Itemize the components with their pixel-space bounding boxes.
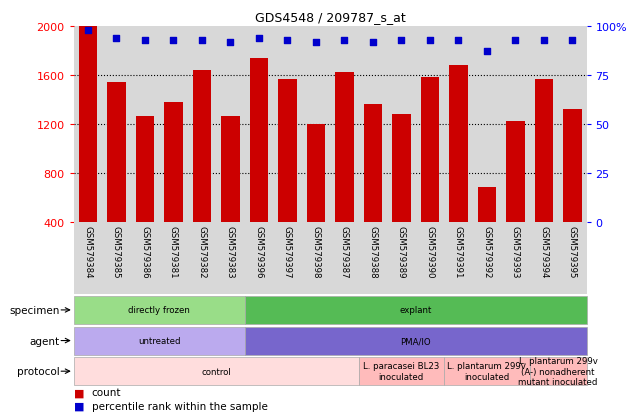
Point bbox=[225, 39, 235, 46]
Text: GSM579392: GSM579392 bbox=[482, 225, 491, 278]
Point bbox=[254, 35, 264, 42]
Bar bbox=[245, 296, 587, 324]
Bar bbox=[136, 117, 154, 271]
Bar bbox=[74, 296, 245, 324]
Point bbox=[282, 37, 292, 44]
Bar bbox=[478, 188, 496, 271]
Point bbox=[339, 37, 349, 44]
Bar bbox=[306, 125, 325, 271]
Bar bbox=[358, 357, 444, 385]
Text: GSM579393: GSM579393 bbox=[511, 225, 520, 278]
Point bbox=[311, 39, 321, 46]
Text: GSM579381: GSM579381 bbox=[169, 225, 178, 278]
Text: specimen: specimen bbox=[9, 305, 60, 315]
Text: GSM579384: GSM579384 bbox=[83, 225, 92, 278]
Bar bbox=[74, 327, 245, 355]
Point bbox=[112, 35, 122, 42]
Text: GSM579386: GSM579386 bbox=[140, 225, 149, 278]
Bar bbox=[107, 83, 126, 271]
Text: L. paracasei BL23
inoculated: L. paracasei BL23 inoculated bbox=[363, 362, 440, 381]
Bar bbox=[164, 102, 183, 271]
Bar bbox=[420, 78, 439, 271]
Text: GSM579395: GSM579395 bbox=[568, 225, 577, 278]
Point bbox=[140, 37, 150, 44]
Text: GSM579387: GSM579387 bbox=[340, 225, 349, 278]
Text: ■: ■ bbox=[74, 387, 84, 397]
Text: GSM579396: GSM579396 bbox=[254, 225, 263, 278]
Text: GSM579389: GSM579389 bbox=[397, 225, 406, 278]
Text: GSM579383: GSM579383 bbox=[226, 225, 235, 278]
Point bbox=[83, 27, 93, 34]
Point bbox=[510, 37, 520, 44]
Bar bbox=[506, 122, 524, 271]
Text: GSM579394: GSM579394 bbox=[539, 225, 548, 278]
Text: GSM579388: GSM579388 bbox=[369, 225, 378, 278]
Bar bbox=[245, 327, 587, 355]
Bar bbox=[563, 110, 581, 271]
Bar bbox=[278, 79, 297, 271]
Point bbox=[481, 49, 492, 55]
Point bbox=[538, 37, 549, 44]
Bar bbox=[79, 27, 97, 271]
Point bbox=[368, 39, 378, 46]
Text: GSM579398: GSM579398 bbox=[312, 225, 320, 278]
Point bbox=[169, 37, 179, 44]
Text: GSM579390: GSM579390 bbox=[426, 225, 435, 278]
Bar bbox=[221, 117, 240, 271]
Point bbox=[453, 37, 463, 44]
Bar bbox=[193, 71, 211, 271]
Point bbox=[396, 37, 406, 44]
Bar bbox=[535, 79, 553, 271]
Bar bbox=[529, 357, 587, 385]
Bar bbox=[392, 115, 411, 271]
Text: GSM579385: GSM579385 bbox=[112, 225, 121, 278]
Bar bbox=[335, 73, 354, 271]
Text: count: count bbox=[92, 387, 121, 397]
Point bbox=[425, 37, 435, 44]
Bar bbox=[74, 357, 358, 385]
Text: directly frozen: directly frozen bbox=[128, 306, 190, 315]
Point bbox=[567, 37, 578, 44]
Text: L. plantarum 299v
(A-) nonadherent
mutant inoculated: L. plantarum 299v (A-) nonadherent mutan… bbox=[519, 356, 597, 386]
Text: ■: ■ bbox=[74, 401, 84, 411]
Point bbox=[197, 37, 207, 44]
Text: explant: explant bbox=[399, 306, 432, 315]
Text: L. plantarum 299v
inoculated: L. plantarum 299v inoculated bbox=[447, 362, 526, 381]
Bar bbox=[363, 105, 382, 271]
Title: GDS4548 / 209787_s_at: GDS4548 / 209787_s_at bbox=[254, 11, 406, 24]
Text: percentile rank within the sample: percentile rank within the sample bbox=[92, 401, 267, 411]
Text: control: control bbox=[201, 367, 231, 376]
Text: agent: agent bbox=[29, 336, 60, 346]
Text: untreated: untreated bbox=[138, 336, 180, 345]
Text: PMA/IO: PMA/IO bbox=[400, 336, 431, 345]
Bar bbox=[444, 357, 529, 385]
Bar bbox=[249, 59, 268, 271]
Text: GSM579397: GSM579397 bbox=[283, 225, 292, 278]
Text: GSM579382: GSM579382 bbox=[197, 225, 206, 278]
Text: protocol: protocol bbox=[17, 366, 60, 376]
Text: GSM579391: GSM579391 bbox=[454, 225, 463, 278]
Bar bbox=[449, 66, 467, 271]
